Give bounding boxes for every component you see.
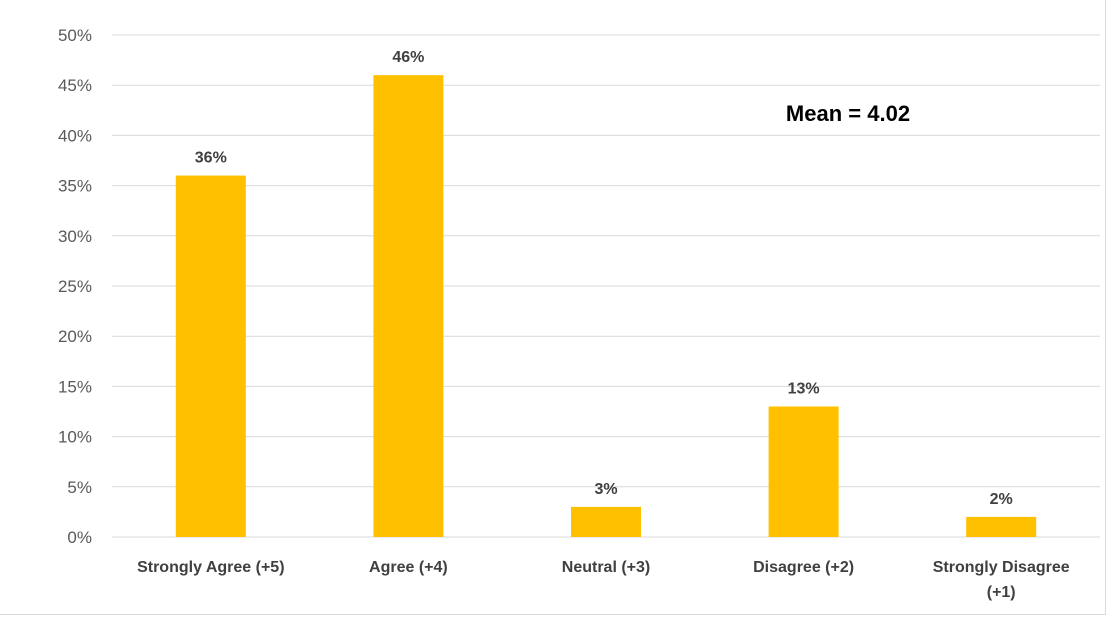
x-tick-label: Neutral (+3) — [562, 559, 650, 576]
bars — [175, 75, 1037, 537]
y-tick-label: 30% — [58, 227, 92, 246]
mean-annotation: Mean = 4.02 — [786, 101, 910, 126]
y-tick-label: 20% — [58, 327, 92, 346]
bar — [768, 406, 839, 537]
y-tick-label: 45% — [58, 76, 92, 95]
y-tick-label: 35% — [58, 177, 92, 196]
x-tick-label: Strongly Agree (+5) — [137, 559, 284, 576]
y-tick-label: 40% — [58, 126, 92, 145]
y-tick-label: 10% — [58, 428, 92, 447]
data-label: 3% — [594, 481, 617, 498]
x-axis-ticks: Strongly Agree (+5) Agree (+4) Neutral (+3… — [137, 559, 1070, 601]
x-tick-label: (+1) — [987, 584, 1016, 601]
x-tick-label: Agree (+4) — [369, 559, 448, 576]
x-tick-label: Disagree (+2) — [753, 559, 854, 576]
y-tick-label: 0% — [67, 528, 92, 547]
y-axis-ticks: 0% 5% 10% 15% 20% 25% 30% 35% 40% 45% 50% — [58, 26, 92, 547]
data-label: 13% — [788, 380, 820, 397]
bar — [373, 75, 444, 537]
data-label: 36% — [195, 150, 227, 167]
gridlines — [112, 34, 1100, 538]
bar — [966, 516, 1037, 537]
y-tick-label: 25% — [58, 277, 92, 296]
x-tick-label: Strongly Disagree — [933, 559, 1070, 576]
bar — [175, 175, 246, 537]
y-tick-label: 15% — [58, 377, 92, 396]
y-tick-label: 50% — [58, 26, 92, 45]
data-labels: 36% 46% 3% 13% 2% — [195, 49, 1013, 508]
bar — [571, 506, 641, 537]
data-label: 46% — [392, 49, 424, 66]
data-label: 2% — [990, 491, 1013, 508]
y-tick-label: 5% — [67, 478, 92, 497]
